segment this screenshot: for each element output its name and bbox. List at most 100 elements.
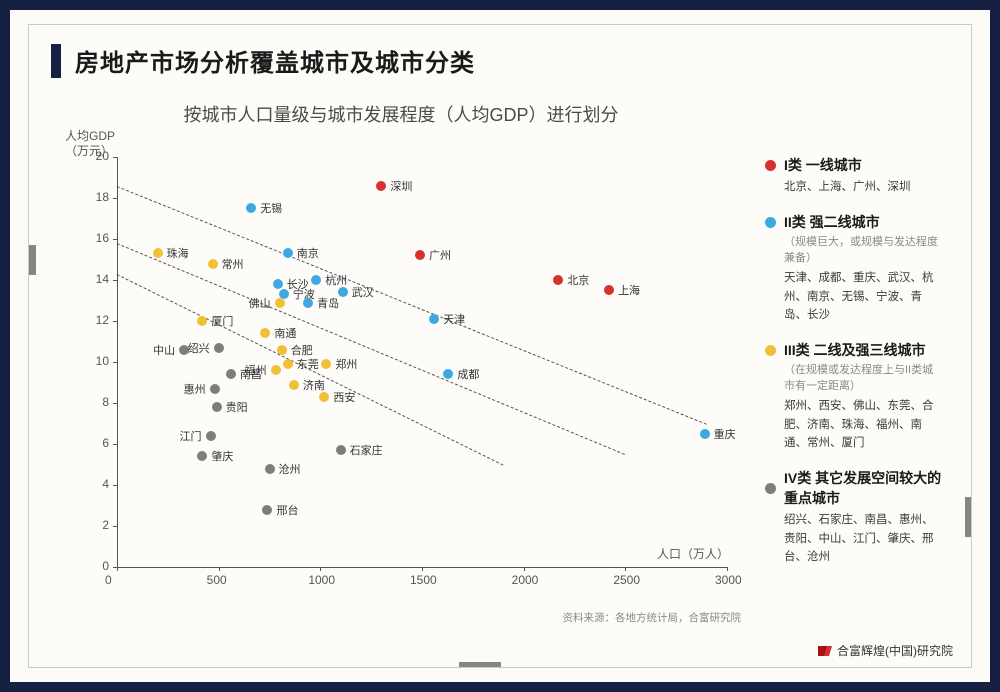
x-tick-label: 1000: [308, 573, 335, 587]
city-label: 上海: [618, 282, 640, 298]
y-tick: [113, 526, 117, 527]
city-label: 沧州: [279, 461, 301, 477]
city-label: 广州: [429, 247, 451, 263]
legend-head: III类 二线及强三线城市: [765, 340, 943, 360]
legend-block-IV: IV类 其它发展空间较大的重点城市绍兴、石家庄、南昌、惠州、贵阳、中山、江门、肇…: [765, 468, 943, 566]
city-point: [338, 287, 348, 297]
y-tick-label: 6: [102, 436, 109, 450]
x-tick: [219, 567, 220, 571]
source-note: 资料来源：各地方统计局，合富研究院: [563, 610, 742, 625]
y-tick-label: 10: [96, 354, 109, 368]
legend-cities: 北京、上海、广州、深圳: [784, 178, 943, 196]
city-point: [206, 431, 216, 441]
y-tick: [113, 239, 117, 240]
city-point: [303, 298, 313, 308]
city-point: [208, 259, 218, 269]
city-label: 佛山: [249, 295, 271, 311]
city-point: [604, 285, 614, 295]
scatter-plot: 0246810121416182005001000150020002500300…: [51, 135, 751, 627]
y-tick-label: 8: [102, 395, 109, 409]
city-point: [265, 464, 275, 474]
city-point: [289, 380, 299, 390]
y-axis-line: [117, 157, 118, 567]
city-label: 石家庄: [350, 442, 383, 458]
x-tick: [727, 567, 728, 571]
city-label: 南昌: [240, 366, 262, 382]
city-point: [321, 359, 331, 369]
x-tick-label: 500: [207, 573, 227, 587]
city-point: [153, 248, 163, 258]
legend-dot-icon: [765, 345, 776, 356]
legend-head: II类 强二线城市: [765, 212, 943, 232]
city-label: 济南: [303, 377, 325, 393]
edge-smudge: [965, 497, 971, 537]
y-tick: [113, 444, 117, 445]
y-tick-label: 20: [96, 149, 109, 163]
city-point: [376, 181, 386, 191]
city-label: 青岛: [317, 295, 339, 311]
city-point: [553, 275, 563, 285]
legend-head: IV类 其它发展空间较大的重点城市: [765, 468, 943, 508]
y-tick-label: 12: [96, 313, 109, 327]
x-tick-label: 0: [105, 573, 112, 587]
legend-dot-icon: [765, 217, 776, 228]
city-label: 惠州: [184, 381, 206, 397]
y-tick: [113, 280, 117, 281]
city-label: 肇庆: [211, 448, 233, 464]
title-accent-mark: [51, 44, 61, 78]
city-point: [197, 316, 207, 326]
y-tick-label: 0: [102, 559, 109, 573]
legend-block-I: I类 一线城市北京、上海、广州、深圳: [765, 155, 943, 196]
city-point: [283, 359, 293, 369]
y-tick: [113, 362, 117, 363]
city-point: [277, 345, 287, 355]
x-tick-label: 1500: [410, 573, 437, 587]
y-tick: [113, 157, 117, 158]
legend-subtitle: （在规模或发达程度上与II类城市有一定距离）: [784, 363, 943, 394]
city-point: [273, 279, 283, 289]
city-label: 成都: [457, 366, 479, 382]
x-axis-label: 人口（万人）: [657, 545, 729, 562]
y-tick-label: 4: [102, 477, 109, 491]
city-label: 常州: [222, 256, 244, 272]
y-tick: [113, 485, 117, 486]
inner-panel: 房地产市场分析覆盖城市及城市分类 按城市人口量级与城市发展程度（人均GDP）进行…: [28, 24, 972, 668]
city-label: 西安: [333, 389, 355, 405]
legend-cities: 郑州、西安、佛山、东莞、合肥、济南、珠海、福州、南通、常州、厦门: [784, 397, 943, 452]
brand-logo-icon: [817, 644, 833, 658]
city-label: 南通: [274, 325, 296, 341]
page-title: 房地产市场分析覆盖城市及城市分类: [75, 43, 475, 78]
city-point: [319, 392, 329, 402]
legend-dot-icon: [765, 483, 776, 494]
x-tick-label: 2500: [613, 573, 640, 587]
city-point: [311, 275, 321, 285]
legend-panel: I类 一线城市北京、上海、广州、深圳II类 强二线城市（规模巨大，或规模与发达程…: [751, 95, 949, 627]
slide-frame: 房地产市场分析覆盖城市及城市分类 按城市人口量级与城市发展程度（人均GDP）进行…: [0, 0, 1000, 692]
city-point: [214, 343, 224, 353]
city-point: [443, 369, 453, 379]
edge-smudge: [29, 245, 36, 275]
legend-cities: 绍兴、石家庄、南昌、惠州、贵阳、中山、江门、肇庆、邢台、沧州: [784, 511, 943, 566]
city-label: 北京: [567, 272, 589, 288]
city-label: 天津: [443, 311, 465, 327]
city-label: 邢台: [276, 502, 298, 518]
city-label: 中山: [153, 342, 175, 358]
chart-title: 按城市人口量级与城市发展程度（人均GDP）进行划分: [51, 101, 751, 127]
city-label: 东莞: [297, 356, 319, 372]
legend-title: IV类 其它发展空间较大的重点城市: [784, 468, 943, 508]
x-tick: [422, 567, 423, 571]
x-tick-label: 2000: [512, 573, 539, 587]
city-label: 江门: [180, 428, 202, 444]
city-label: 深圳: [390, 178, 412, 194]
y-tick-label: 2: [102, 518, 109, 532]
city-point: [336, 445, 346, 455]
city-label: 郑州: [335, 356, 357, 372]
city-label: 珠海: [167, 245, 189, 261]
city-point: [700, 429, 710, 439]
x-tick: [117, 567, 118, 571]
chart-container: 按城市人口量级与城市发展程度（人均GDP）进行划分 人均GDP （万元） 024…: [51, 95, 751, 627]
city-point: [212, 402, 222, 412]
footer-brand-text: 合富辉煌(中国)研究院: [837, 642, 953, 659]
y-tick-label: 16: [96, 231, 109, 245]
legend-title: III类 二线及强三线城市: [784, 340, 926, 360]
